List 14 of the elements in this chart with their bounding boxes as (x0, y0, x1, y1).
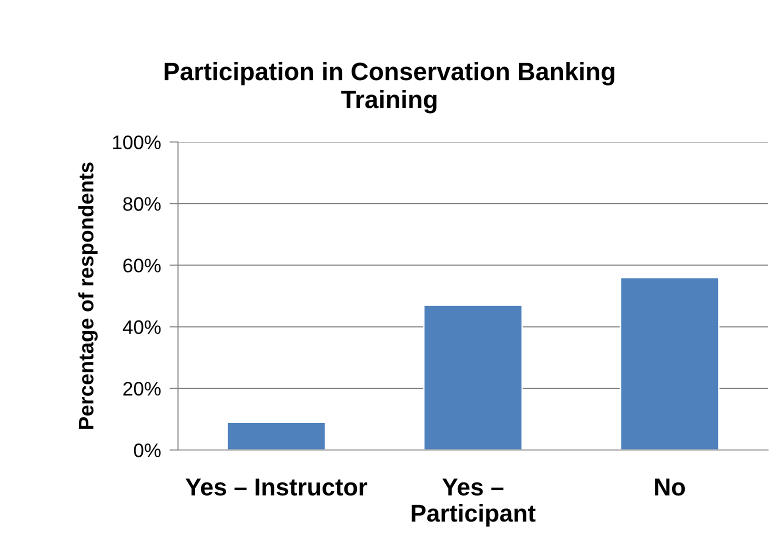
y-tick-label: 100% (113, 135, 161, 150)
chart-title: Participation in Conservation Banking Training (164, 62, 614, 114)
y-tick-label: 20% (123, 382, 161, 396)
x-tick-label: Yes – Participant (412, 478, 536, 527)
bar (620, 276, 720, 450)
x-tick-label: No (655, 478, 685, 496)
bar (423, 304, 523, 450)
y-tick-label: 60% (123, 258, 161, 272)
x-tick-label: Yes – Instructor (186, 478, 368, 496)
y-tick-label: 80% (123, 197, 161, 211)
y-axis-title: Percentage of respondents (78, 162, 98, 429)
y-tick-label: 40% (122, 320, 161, 334)
bar (226, 422, 326, 450)
y-tick-label: 0% (134, 443, 161, 458)
